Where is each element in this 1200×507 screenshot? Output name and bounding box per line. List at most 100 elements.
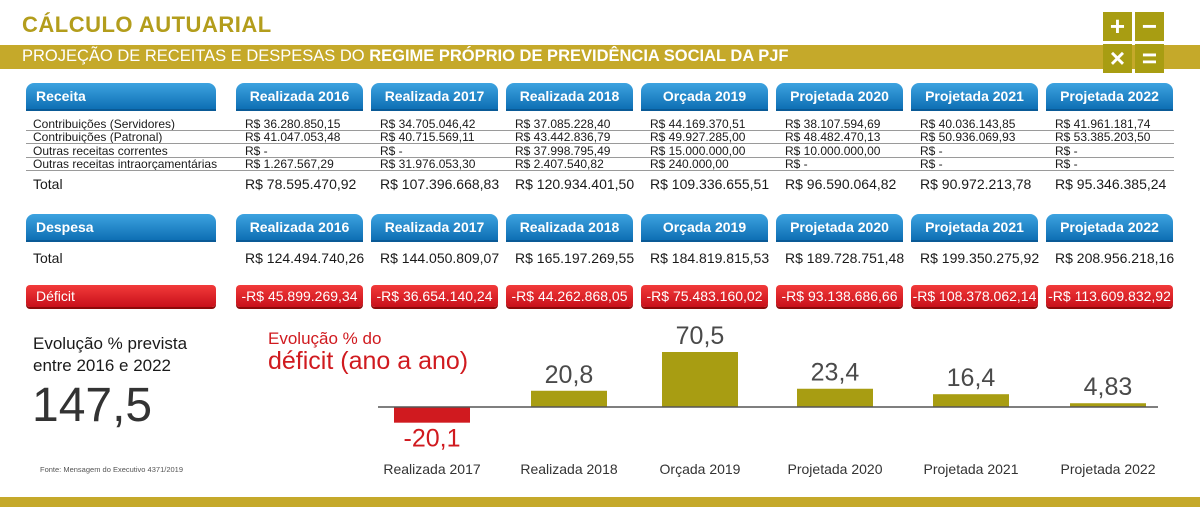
receita-cell: R$ 49.927.285,00: [650, 130, 746, 144]
times-icon: ×: [1103, 44, 1132, 73]
chart-category-label: Projetada 2021: [924, 461, 1019, 477]
column-header: Projetada 2022: [1046, 214, 1173, 240]
receita-row-label: Contribuições (Patronal): [33, 130, 163, 144]
row-divider: [26, 170, 1174, 171]
column-header: Orçada 2019: [641, 214, 768, 240]
receita-cell: R$ -: [920, 157, 943, 171]
chart-category-label: Realizada 2018: [520, 461, 618, 477]
receita-cell: R$ 43.442.836,79: [515, 130, 611, 144]
column-header: Projetada 2021: [911, 83, 1038, 109]
chart-category-label: Projetada 2020: [788, 461, 883, 477]
receita-cell: R$ -: [1055, 144, 1078, 158]
receita-cell: R$ 41.961.181,74: [1055, 117, 1151, 131]
evolution-label: Evolução % prevista entre 2016 e 2022: [33, 333, 187, 377]
column-header: Realizada 2018: [506, 83, 633, 109]
chart-title-line1: Evolução % do: [268, 329, 382, 348]
chart-category-label: Orçada 2019: [660, 461, 741, 477]
receita-cell: R$ 2.407.540,82: [515, 157, 604, 171]
chart-category-label: Realizada 2017: [383, 461, 481, 477]
receita-cell: R$ 38.107.594,69: [785, 117, 881, 131]
receita-cell: R$ 36.280.850,15: [245, 117, 341, 131]
despesa-total: R$ 189.728.751,48: [785, 250, 905, 266]
receita-row-label: Contribuições (Servidores): [33, 117, 176, 131]
deficit-cell: -R$ 108.378.062,14: [911, 285, 1038, 307]
receita-cell: R$ 53.385.203,50: [1055, 130, 1151, 144]
deficit-cell: -R$ 113.609.832,92: [1046, 285, 1173, 307]
receita-cell: R$ 37.998.795,49: [515, 144, 611, 158]
chart-title: Evolução % do déficit (ano a ano): [268, 328, 469, 375]
chart-value-label: -20,1: [404, 425, 461, 453]
chart-bar: [1070, 403, 1146, 407]
despesa-total: R$ 144.050.809,07: [380, 250, 500, 266]
receita-cell: R$ -: [920, 144, 943, 158]
despesa-total: R$ 199.350.275,92: [920, 250, 1040, 266]
column-header: Projetada 2021: [911, 214, 1038, 240]
subtitle-bold: REGIME PRÓPRIO DE PREVIDÊNCIA SOCIAL DA …: [369, 47, 789, 65]
evolution-label-line2: entre 2016 e 2022: [33, 356, 172, 375]
chart-category-label: Projetada 2022: [1061, 461, 1156, 477]
row-divider: [26, 143, 1174, 144]
chart-bar: [531, 390, 607, 407]
chart-value-label: 16,4: [947, 364, 996, 392]
receita-cell: R$ 34.705.046,42: [380, 117, 476, 131]
receita-cell: R$ 1.267.567,29: [245, 157, 334, 171]
chart-bar: [933, 394, 1009, 407]
minus-icon: −: [1135, 12, 1164, 41]
column-header: Realizada 2017: [371, 83, 498, 109]
column-header: Projetada 2020: [776, 214, 903, 240]
receita-total-label: Total: [33, 176, 63, 192]
receita-row-label: Outras receitas correntes: [33, 144, 168, 158]
chart-bar: [662, 352, 738, 407]
receita-row-label: Outras receitas intraorçamentárias: [33, 157, 218, 171]
receita-cell: R$ -: [380, 144, 403, 158]
receita-cell: R$ 44.169.370,51: [650, 117, 746, 131]
receita-total: R$ 109.336.655,51: [650, 176, 770, 192]
receita-cell: R$ 37.085.228,40: [515, 117, 611, 131]
source-note: Fonte: Mensagem do Executivo 4371/2019: [40, 465, 184, 474]
chart-title-line2: déficit (ano a ano): [268, 347, 469, 375]
column-header: Realizada 2016: [236, 83, 363, 109]
despesa-total: R$ 184.819.815,53: [650, 250, 770, 266]
receita-cell: R$ -: [785, 157, 808, 171]
column-header: Projetada 2022: [1046, 83, 1173, 109]
despesa-total-label: Total: [33, 250, 63, 266]
row-divider: [26, 130, 1174, 131]
column-header: Orçada 2019: [641, 83, 768, 109]
page-title: CÁLCULO AUTUARIAL: [22, 12, 272, 37]
evolution-value: 147,5: [32, 379, 153, 432]
chart-value-label: 70,5: [676, 322, 725, 350]
deficit-header: Déficit: [26, 285, 216, 307]
despesa-total: R$ 208.956.218,16: [1055, 250, 1175, 266]
receita-cell: R$ 10.000.000,00: [785, 144, 881, 158]
chart-bar: [797, 388, 873, 407]
subtitle-normal: PROJEÇÃO DE RECEITAS E DESPESAS DO: [22, 47, 370, 65]
receita-cell: R$ 40.715.569,11: [380, 130, 475, 144]
column-header: Realizada 2017: [371, 214, 498, 240]
chart-bar: [394, 407, 470, 423]
bottom-bar: [0, 497, 1200, 507]
receita-cell: R$ 240.000,00: [650, 157, 729, 171]
page-subtitle: PROJEÇÃO DE RECEITAS E DESPESAS DO REGIM…: [22, 47, 789, 66]
receita-cell: R$ 31.976.053,30: [380, 157, 476, 171]
despesa-total: R$ 165.197.269,55: [515, 250, 635, 266]
chart-value-label: 4,83: [1084, 373, 1133, 401]
receita-total: R$ 78.595.470,92: [245, 176, 357, 192]
receita-cell: R$ 41.047.053,48: [245, 130, 341, 144]
despesa-total: R$ 124.494.740,26: [245, 250, 365, 266]
plus-icon: +: [1103, 12, 1132, 41]
column-header: Realizada 2018: [506, 214, 633, 240]
evolution-label-line1: Evolução % prevista: [33, 334, 188, 353]
equals-icon: =: [1135, 44, 1164, 73]
receita-total: R$ 120.934.401,50: [515, 176, 635, 192]
row-divider: [26, 157, 1174, 158]
subtitle-bar: [0, 45, 1200, 69]
receita-total: R$ 95.346.385,24: [1055, 176, 1167, 192]
receita-total: R$ 96.590.064,82: [785, 176, 897, 192]
receita-total: R$ 107.396.668,83: [380, 176, 500, 192]
deficit-cell: -R$ 45.899.269,34: [236, 285, 363, 307]
column-header: Projetada 2020: [776, 83, 903, 109]
receita-cell: R$ 48.482.470,13: [785, 130, 881, 144]
chart-value-label: 23,4: [811, 359, 860, 387]
receita-cell: R$ -: [1055, 157, 1078, 171]
